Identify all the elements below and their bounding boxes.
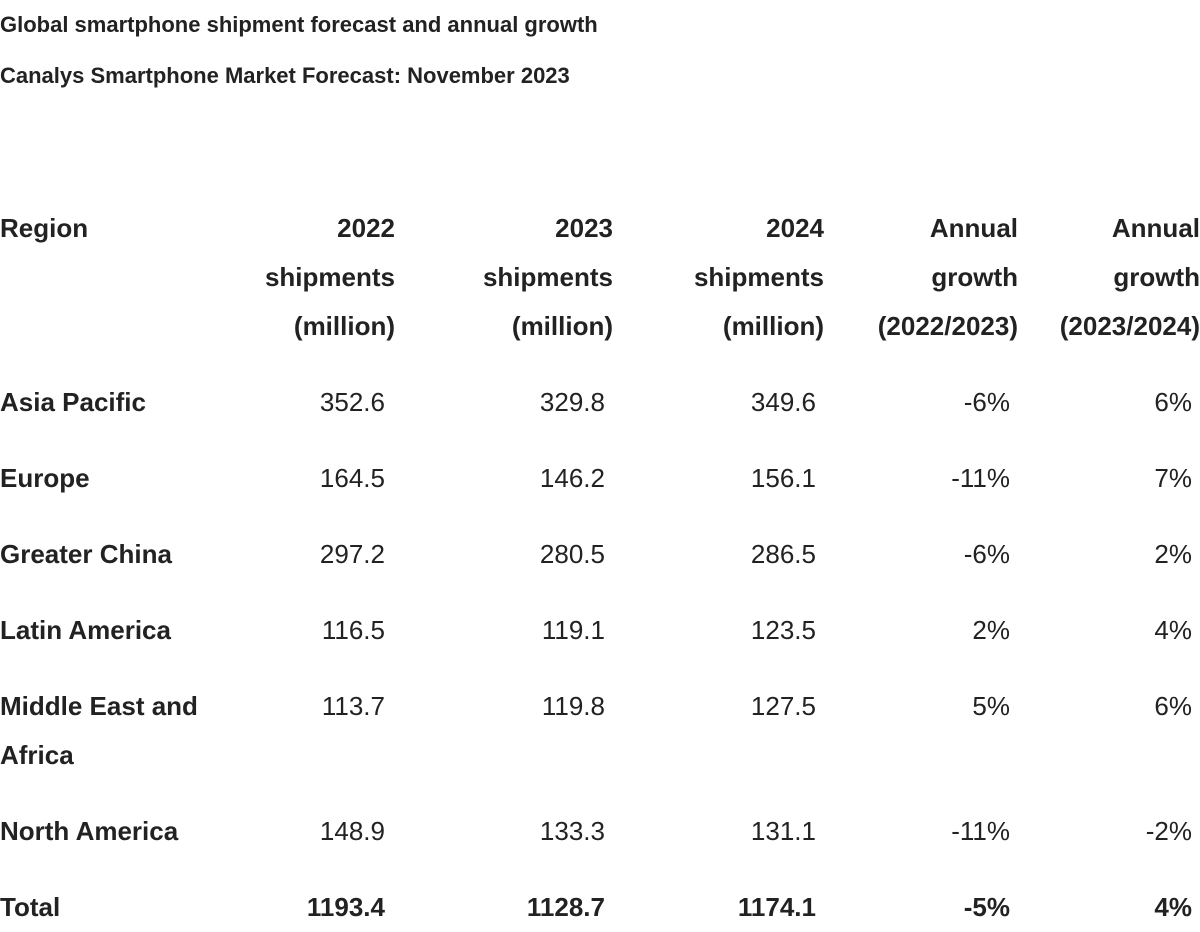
region-cell: Europe — [0, 463, 90, 493]
value-cell: 146.2 — [539, 463, 605, 493]
value-cell: 2% — [1154, 539, 1192, 569]
table-row: Greater China 297.2 280.5 286.5 -6% 2% — [0, 530, 1200, 606]
column-header: 2024 shipments (million) — [613, 204, 824, 378]
subtitle: Canalys Smartphone Market Forecast: Nove… — [0, 63, 570, 88]
total-cell: 1193.4 — [306, 892, 385, 922]
column-header-text: 2022 shipments (million) — [264, 213, 395, 341]
column-header: Annual growth (2022/2023) — [824, 204, 1018, 378]
region-cell: Asia Pacific — [0, 387, 146, 417]
total-cell: 1174.1 — [737, 892, 816, 922]
forecast-table: Region 2022 shipments (million) 2023 shipm… — [0, 204, 1200, 932]
column-header-text: 2023 shipments (million) — [482, 213, 613, 341]
value-cell: 113.7 — [321, 691, 385, 721]
value-cell: 156.1 — [750, 463, 816, 493]
table-row: North America 148.9 133.3 131.1 -11% -2% — [0, 807, 1200, 883]
value-cell: 119.1 — [541, 615, 605, 645]
total-row: Total 1193.4 1128.7 1174.1 -5% 4% — [0, 883, 1200, 932]
value-cell: 329.8 — [539, 387, 605, 417]
value-cell: -6% — [963, 387, 1010, 417]
value-cell: 280.5 — [539, 539, 605, 569]
value-cell: 116.5 — [321, 615, 385, 645]
value-cell: -2% — [1145, 816, 1192, 846]
column-header: Region — [0, 213, 89, 243]
table-row: Latin America 116.5 119.1 123.5 2% 4% — [0, 606, 1200, 682]
column-header-text: 2024 shipments (million) — [693, 213, 824, 341]
value-cell: -11% — [951, 816, 1010, 846]
table-row: Asia Pacific 352.6 329.8 349.6 -6% 6% — [0, 378, 1200, 454]
column-header: 2023 shipments (million) — [393, 204, 613, 378]
column-header: Annual growth (2023/2024) — [1018, 204, 1200, 378]
column-header-text: Annual growth (2022/2023) — [877, 213, 1018, 341]
value-cell: 123.5 — [750, 615, 816, 645]
value-cell: 2% — [972, 615, 1010, 645]
value-cell: -6% — [963, 539, 1010, 569]
column-header-text: Annual growth (2023/2024) — [1059, 213, 1200, 341]
value-cell: -11% — [951, 463, 1010, 493]
value-cell: 131.1 — [750, 816, 816, 846]
region-cell: North America — [0, 816, 179, 846]
value-cell: 297.2 — [319, 539, 385, 569]
total-label: Total — [0, 892, 61, 922]
value-cell: 6% — [1154, 691, 1192, 721]
value-cell: 148.9 — [319, 816, 385, 846]
header-row: Region 2022 shipments (million) 2023 shipm… — [0, 204, 1200, 378]
table-body: Asia Pacific 352.6 329.8 349.6 -6% 6% Europe 16… — [0, 378, 1200, 932]
total-cell: 1128.7 — [526, 892, 605, 922]
value-cell: 164.5 — [319, 463, 385, 493]
region-cell: Middle East and Africa — [0, 691, 198, 770]
value-cell: 5% — [972, 691, 1010, 721]
value-cell: 286.5 — [750, 539, 816, 569]
total-cell: -5% — [963, 892, 1010, 922]
value-cell: 4% — [1154, 615, 1192, 645]
value-cell: 349.6 — [750, 387, 816, 417]
value-cell: 6% — [1154, 387, 1192, 417]
table-row: Middle East and Africa 113.7 119.8 127.5 5% 6… — [0, 682, 1200, 807]
value-cell: 119.8 — [541, 691, 605, 721]
total-cell: 4% — [1154, 892, 1192, 922]
region-cell: Greater China — [0, 539, 172, 569]
value-cell: 352.6 — [319, 387, 385, 417]
value-cell: 133.3 — [539, 816, 605, 846]
value-cell: 7% — [1154, 463, 1192, 493]
title: Global smartphone shipment forecast and … — [0, 12, 598, 37]
column-header: 2022 shipments (million) — [230, 204, 395, 378]
table-row: Europe 164.5 146.2 156.1 -11% 7% — [0, 454, 1200, 530]
value-cell: 127.5 — [750, 691, 816, 721]
region-cell: Latin America — [0, 615, 171, 645]
